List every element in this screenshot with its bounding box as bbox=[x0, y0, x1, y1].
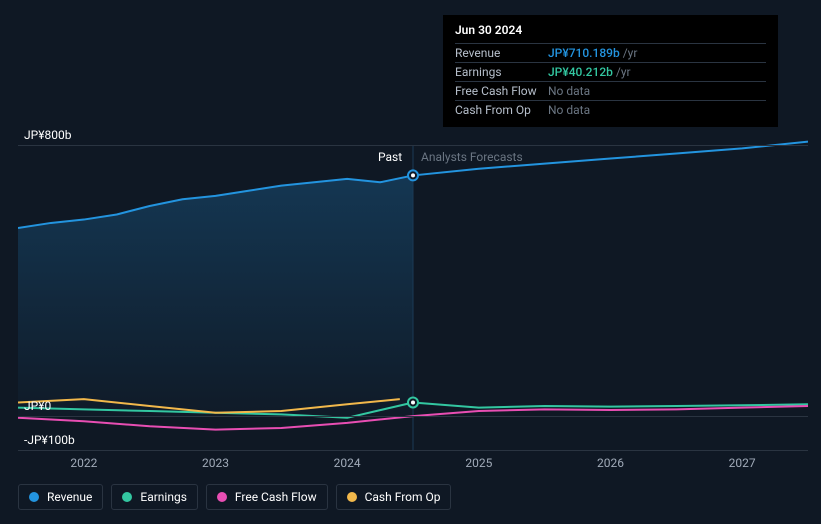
legend-dot bbox=[29, 492, 39, 502]
tooltip-row-value: No data bbox=[548, 103, 590, 117]
x-axis-label: 2022 bbox=[70, 456, 97, 470]
legend-label: Cash From Op bbox=[365, 490, 441, 504]
tooltip-row-label: Free Cash Flow bbox=[455, 84, 548, 98]
tooltip-row: EarningsJP¥40.212b/yr bbox=[455, 62, 766, 81]
tooltip-row-suffix: /yr bbox=[623, 46, 638, 60]
gridline bbox=[18, 416, 808, 417]
tooltip-row-value: JP¥40.212b bbox=[548, 65, 613, 79]
past-label: Past bbox=[378, 150, 402, 164]
tooltip-row: Free Cash FlowNo data bbox=[455, 81, 766, 100]
legend-item-cash-from-op[interactable]: Cash From Op bbox=[336, 484, 452, 510]
x-axis-label: 2026 bbox=[597, 456, 624, 470]
legend-label: Revenue bbox=[47, 490, 92, 504]
tooltip-row-suffix: /yr bbox=[616, 65, 631, 79]
tooltip-date: Jun 30 2024 bbox=[455, 23, 766, 37]
tooltip-row: RevenueJP¥710.189b/yr bbox=[455, 43, 766, 62]
tooltip-row-value: No data bbox=[548, 84, 590, 98]
legend-dot bbox=[347, 492, 357, 502]
x-axis-label: 2027 bbox=[729, 456, 756, 470]
x-axis-label: 2023 bbox=[202, 456, 229, 470]
forecasts-label: Analysts Forecasts bbox=[421, 150, 523, 164]
tooltip-rows: RevenueJP¥710.189b/yrEarningsJP¥40.212b/… bbox=[455, 43, 766, 119]
x-axis-label: 2024 bbox=[334, 456, 361, 470]
y-axis-label: JP¥800b bbox=[24, 128, 71, 142]
tooltip-row-value: JP¥710.189b bbox=[548, 46, 620, 60]
legend-item-earnings[interactable]: Earnings bbox=[111, 484, 198, 510]
legend-dot bbox=[217, 492, 227, 502]
tooltip-row-label: Revenue bbox=[455, 46, 548, 60]
y-axis-label: JP¥0 bbox=[24, 399, 51, 413]
tooltip-row-label: Earnings bbox=[455, 65, 548, 79]
chart-legend: Revenue Earnings Free Cash Flow Cash From O… bbox=[18, 484, 451, 510]
legend-item-revenue[interactable]: Revenue bbox=[18, 484, 103, 510]
chart-tooltip: Jun 30 2024 RevenueJP¥710.189b/yrEarning… bbox=[443, 15, 778, 127]
legend-label: Free Cash Flow bbox=[235, 490, 317, 504]
y-axis-label: -JP¥100b bbox=[24, 433, 75, 447]
legend-label: Earnings bbox=[140, 490, 187, 504]
gridline bbox=[18, 145, 808, 146]
tooltip-row: Cash From OpNo data bbox=[455, 100, 766, 119]
tooltip-row-label: Cash From Op bbox=[455, 103, 548, 117]
x-axis-label: 2025 bbox=[465, 456, 492, 470]
legend-dot bbox=[122, 492, 132, 502]
gridline bbox=[18, 450, 808, 451]
legend-item-free-cash-flow[interactable]: Free Cash Flow bbox=[206, 484, 328, 510]
